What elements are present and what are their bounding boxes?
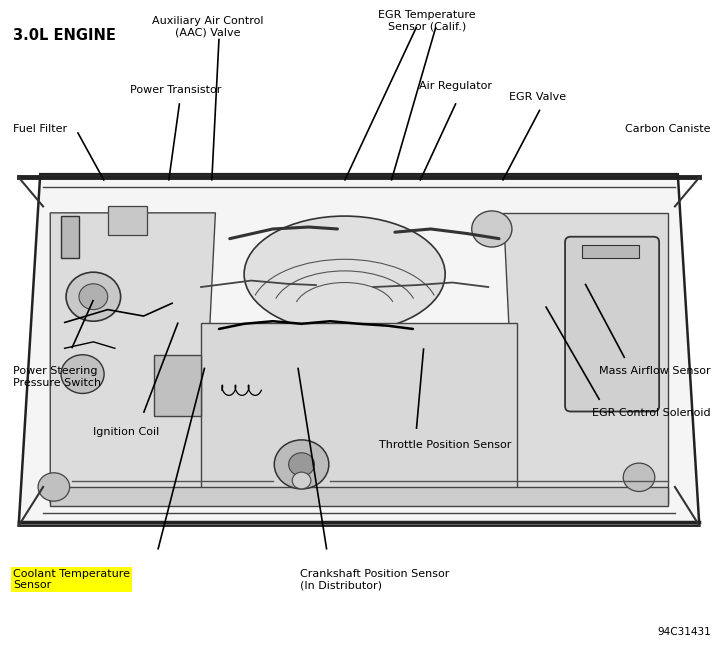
Bar bbox=[154, 355, 201, 416]
Text: Mass Airflow Sensor: Mass Airflow Sensor bbox=[600, 366, 711, 377]
Text: Power Steering
Pressure Switch: Power Steering Pressure Switch bbox=[13, 366, 101, 388]
Text: 94C31431: 94C31431 bbox=[657, 627, 711, 637]
Text: Power Transistor: Power Transistor bbox=[130, 85, 222, 95]
Text: Ignition Coil: Ignition Coil bbox=[93, 427, 159, 437]
Text: Air Regulator: Air Regulator bbox=[419, 81, 493, 91]
Circle shape bbox=[61, 355, 104, 393]
Text: Coolant Temperature
Sensor: Coolant Temperature Sensor bbox=[13, 569, 130, 590]
Circle shape bbox=[623, 463, 655, 491]
Circle shape bbox=[292, 472, 311, 489]
Bar bbox=[50, 487, 668, 506]
Text: EGR Valve: EGR Valve bbox=[508, 92, 566, 102]
FancyBboxPatch shape bbox=[565, 237, 659, 412]
Bar bbox=[108, 206, 147, 235]
Text: Throttle Position Sensor: Throttle Position Sensor bbox=[379, 440, 511, 450]
Polygon shape bbox=[201, 322, 517, 503]
Text: Fuel Filter: Fuel Filter bbox=[13, 124, 67, 134]
Text: Carbon Caniste: Carbon Caniste bbox=[625, 124, 711, 134]
Ellipse shape bbox=[244, 216, 445, 332]
Text: 3.0L ENGINE: 3.0L ENGINE bbox=[13, 28, 116, 43]
Polygon shape bbox=[50, 213, 215, 503]
Circle shape bbox=[289, 453, 314, 476]
Text: Crankshaft Position Sensor
(In Distributor): Crankshaft Position Sensor (In Distribut… bbox=[300, 569, 449, 590]
Bar bbox=[582, 245, 639, 258]
Circle shape bbox=[472, 211, 512, 247]
Circle shape bbox=[66, 272, 121, 321]
Text: Auxiliary Air Control
(AAC) Valve: Auxiliary Air Control (AAC) Valve bbox=[152, 16, 264, 37]
Polygon shape bbox=[19, 174, 699, 526]
Circle shape bbox=[79, 284, 108, 310]
Circle shape bbox=[38, 473, 70, 501]
Circle shape bbox=[274, 440, 329, 489]
Text: EGR Control Solenoid: EGR Control Solenoid bbox=[592, 408, 711, 418]
Polygon shape bbox=[503, 213, 668, 503]
Text: EGR Temperature
Sensor (Calif.): EGR Temperature Sensor (Calif.) bbox=[378, 10, 476, 31]
Bar bbox=[61, 216, 79, 258]
